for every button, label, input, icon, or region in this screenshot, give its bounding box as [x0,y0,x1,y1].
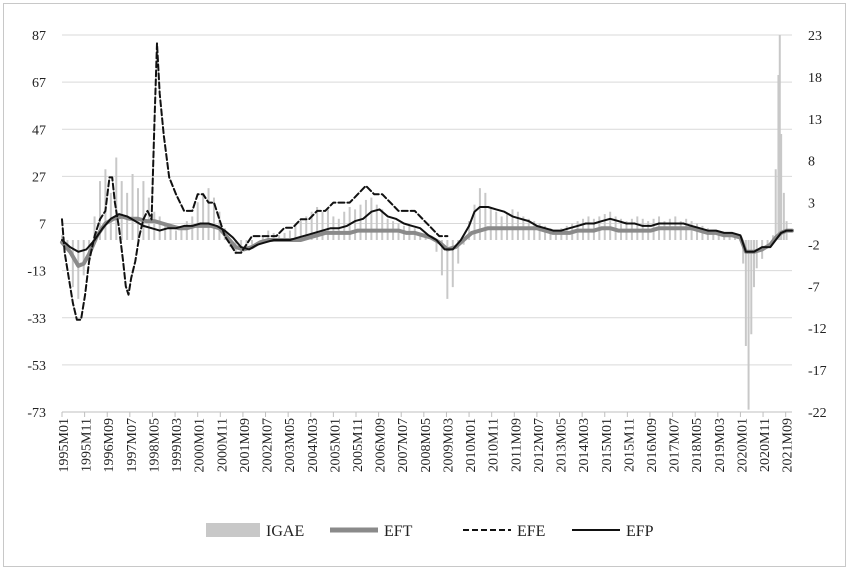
left-y-axis: 87 67 47 27 7 -13 -33 -53 -73 [27,29,46,421]
left-y-tick-label: 7 [39,218,46,233]
x-tick-label: 2003M05 [283,418,298,472]
x-tick-label: 1999M03 [170,418,185,472]
x-tick-label: 1995M01 [57,418,72,472]
x-tick-label: 2011M09 [509,418,524,472]
x-tick-label: 1995M11 [80,418,95,472]
x-tick-label: 2016M09 [645,418,660,472]
x-tick-label: 2008M05 [419,418,434,472]
legend: IGAE EFT EFE EFP [206,523,654,540]
x-tick-label: 2018M05 [690,418,705,472]
series-layer [60,35,794,410]
right-y-tick-label: 18 [808,71,822,86]
x-tick-label: 2004M03 [306,418,321,472]
x-tick-label: 2020M01 [735,418,750,472]
x-tick-label: 1998M05 [147,418,162,472]
left-y-tick-label: -73 [27,406,46,421]
x-tick-label: 2006M09 [374,418,389,472]
left-y-tick-label: -33 [27,312,46,327]
left-y-tick-label: 67 [32,76,46,91]
right-y-tick-label: -22 [808,406,827,421]
efe-series-line [61,42,449,321]
x-axis: 1995M01 1995M11 1996M09 1997M07 1998M05 1999M… [57,411,796,472]
x-tick-label: 2005M01 [328,418,343,472]
x-tick-label: 1997M07 [125,418,140,472]
x-tick-label: 2017M07 [668,418,683,472]
x-tick-label: 2019M03 [713,418,728,472]
x-tick-label: 2014M03 [577,418,592,472]
legend-label: EFE [517,523,545,540]
x-tick-label: 2000M01 [193,418,208,472]
x-tick-label: 2010M11 [487,418,502,472]
chart-frame [3,3,846,567]
left-y-tick-label: 47 [32,123,46,138]
x-tick-label: 1996M09 [102,418,117,472]
legend-label: EFT [384,523,413,540]
x-tick-label: 2015M01 [600,418,615,472]
x-tick-label: 2001M09 [238,418,253,472]
right-y-tick-label: -17 [808,364,827,379]
legend-swatch-igae [206,523,260,537]
right-y-axis: 23 18 13 8 3 -2 -7 -12 -17 -22 [808,29,827,421]
right-y-tick-label: 3 [808,197,815,212]
x-tick-label: 2020M11 [758,418,773,472]
x-tick-label: 2005M11 [351,418,366,472]
x-tick-label: 2012M07 [532,418,547,472]
x-tick-label: 2002M07 [261,418,276,472]
right-y-tick-label: 8 [808,155,815,170]
legend-label: EFP [626,523,654,540]
x-tick-label: 2009M03 [441,418,456,472]
left-y-tick-label: -53 [27,359,46,374]
right-y-tick-label: -12 [808,322,827,337]
x-tick-label: 2007M07 [396,418,411,472]
right-y-tick-label: -2 [808,238,820,253]
x-tick-label: 2013M05 [555,418,570,472]
x-tick-label: 2010M01 [464,418,479,472]
x-tick-label: 2021M09 [781,418,796,472]
left-y-tick-label: 27 [32,170,46,185]
legend-label: IGAE [266,523,304,540]
right-y-tick-label: 13 [808,113,822,128]
efp-series-line [61,206,793,253]
x-tick-label: 2000M11 [215,418,230,472]
right-y-tick-label: -7 [808,280,820,295]
x-tick-label: 2015M11 [622,418,637,472]
left-y-tick-label: -13 [27,265,46,280]
left-y-tick-label: 87 [32,29,46,44]
right-y-tick-label: 23 [808,29,822,44]
